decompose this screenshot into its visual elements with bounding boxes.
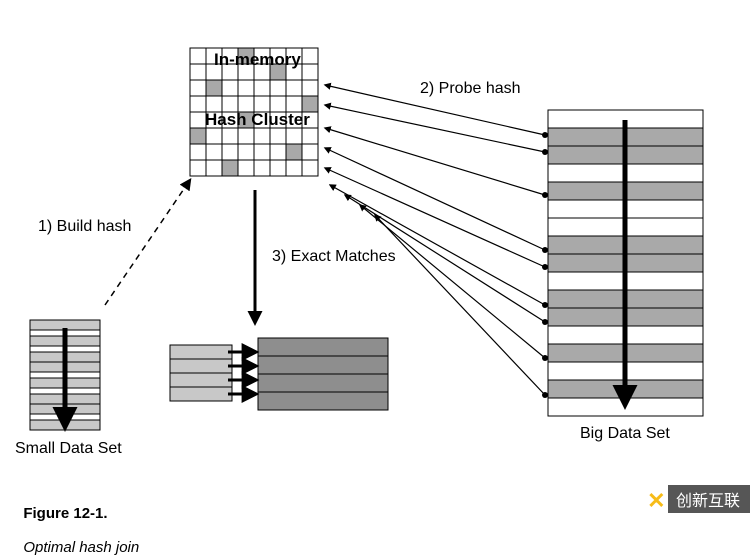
caption-prefix: Figure 12-1. <box>23 505 107 522</box>
label-probe-hash: 2) Probe hash <box>420 80 521 98</box>
hash-cluster-title: In-memory Hash Cluster <box>205 10 310 150</box>
hash-cluster-line2: Hash Cluster <box>205 110 310 130</box>
label-exact-matches: 3) Exact Matches <box>272 248 396 266</box>
watermark-text: 创新互联 <box>668 485 750 513</box>
label-big-data: Big Data Set <box>580 425 670 443</box>
big-data-set <box>548 110 703 416</box>
caption-title: Optimal hash join <box>23 539 139 556</box>
hash-cluster-line1: In-memory <box>205 50 310 70</box>
small-data-set <box>30 320 100 430</box>
diagram-stage: In-memory Hash Cluster 1) Build hash 2) … <box>0 0 750 513</box>
figure-caption: Figure 12-1. Optimal hash join <box>15 488 139 556</box>
watermark-icon: ✕ <box>647 488 665 514</box>
label-small-data: Small Data Set <box>15 440 122 458</box>
match-right-table <box>258 338 388 410</box>
label-build-hash: 1) Build hash <box>38 218 131 236</box>
watermark: ✕ 创新互联 <box>647 485 750 513</box>
match-left-table <box>170 345 232 401</box>
